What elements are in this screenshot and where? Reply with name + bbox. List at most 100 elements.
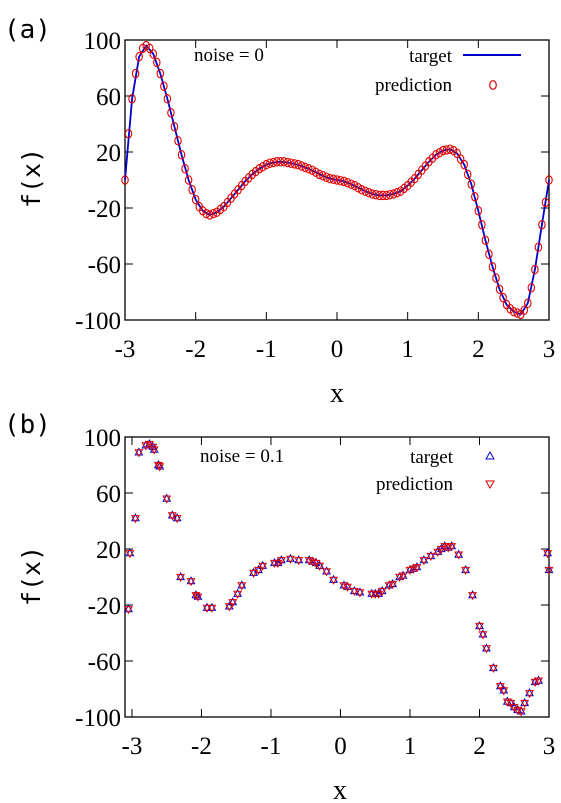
prediction-point [181, 164, 189, 174]
prediction-point [513, 308, 521, 318]
prediction-point [509, 306, 518, 317]
prediction-point [308, 558, 318, 567]
x-tick-label: 2 [472, 336, 485, 363]
prediction-point [520, 305, 529, 315]
prediction-point [128, 94, 136, 104]
prediction-point [409, 565, 418, 574]
prediction-point [433, 548, 443, 557]
prediction-point [442, 145, 451, 155]
prediction-point [343, 178, 352, 188]
target-point [233, 588, 243, 597]
prediction-point [209, 208, 218, 219]
prediction-point [384, 582, 394, 591]
prediction-point [525, 690, 534, 699]
prediction-point [534, 242, 543, 252]
x-tick-label: -1 [256, 336, 277, 363]
target-point [488, 662, 498, 672]
prediction-point [207, 604, 217, 613]
prediction-point [432, 150, 440, 160]
prediction-point [294, 159, 302, 170]
prediction-point [463, 169, 472, 180]
y-tick-label: -60 [88, 252, 121, 279]
prediction-point [545, 175, 553, 185]
prediction-point [280, 157, 288, 167]
prediction-point [446, 144, 454, 154]
prediction-point [160, 81, 168, 91]
target-point [329, 574, 338, 583]
prediction-point [374, 590, 384, 599]
prediction-point [167, 108, 175, 118]
y-tick-label: 20 [96, 140, 121, 167]
prediction-point [276, 157, 285, 167]
y-tick-label: -20 [88, 196, 121, 223]
prediction-point [398, 572, 408, 581]
prediction-point [273, 157, 281, 167]
panel-a-ylabel: f(x) [17, 148, 46, 208]
prediction-point [336, 175, 345, 186]
target-point [454, 549, 464, 558]
prediction-point [322, 568, 332, 577]
prediction-point [172, 515, 182, 524]
prediction-point [365, 187, 373, 198]
target-point [124, 604, 133, 613]
x-tick-label: 1 [404, 733, 417, 760]
target-point [172, 513, 182, 522]
y-tick-label: 60 [96, 84, 121, 111]
target-point [419, 555, 429, 564]
target-point [186, 576, 196, 585]
prediction-point [541, 197, 550, 208]
target-point [224, 601, 234, 610]
prediction-point [447, 543, 457, 552]
prediction-point [228, 599, 238, 608]
prediction-point [202, 208, 211, 219]
prediction-point [174, 136, 182, 146]
target-point [254, 564, 263, 574]
prediction-point [426, 552, 436, 562]
y-tick-label: 100 [84, 425, 122, 452]
y-tick-label: -60 [88, 649, 121, 676]
target-point [134, 447, 144, 456]
prediction-point [130, 515, 140, 524]
prediction-point [482, 645, 491, 654]
prediction-point [544, 566, 554, 576]
prediction-point [141, 442, 151, 451]
prediction-point [350, 180, 359, 191]
prediction-point [478, 631, 488, 640]
x-tick-label: 0 [331, 336, 344, 363]
prediction-point [333, 175, 341, 185]
plot-frame [124, 436, 550, 718]
panel-a: (a) f(x) x noise = 0 target prediction -… [4, 15, 555, 409]
prediction-point [134, 449, 144, 458]
prediction-point [287, 158, 295, 168]
prediction-point [191, 592, 201, 601]
target-point [285, 553, 295, 562]
prediction-point [125, 550, 135, 559]
prediction-point [474, 206, 483, 216]
prediction-point [255, 164, 264, 174]
target-point [426, 550, 436, 560]
x-tick-label: 2 [473, 733, 486, 760]
prediction-point [393, 187, 401, 198]
prediction-point [170, 122, 179, 132]
prediction-point [461, 566, 471, 576]
y-tick-label: -20 [88, 593, 121, 620]
target-point [155, 461, 165, 470]
target-point [162, 493, 172, 502]
x-tick-label: 3 [543, 336, 556, 363]
prediction-point [202, 604, 212, 613]
prediction-point [357, 185, 366, 195]
prediction-point [368, 189, 377, 199]
x-tick-label: -2 [185, 336, 206, 363]
panel-a-label: (a) [4, 15, 51, 45]
x-tick-label: 0 [334, 733, 347, 760]
prediction-point [436, 545, 446, 555]
prediction-point [534, 677, 544, 686]
prediction-point [124, 129, 133, 139]
prediction-point [520, 699, 530, 709]
target-point [355, 587, 365, 596]
prediction-point [315, 562, 325, 571]
prediction-point [355, 589, 365, 598]
prediction-point [156, 68, 165, 79]
prediction-point [254, 566, 263, 576]
prediction-point [538, 220, 546, 230]
